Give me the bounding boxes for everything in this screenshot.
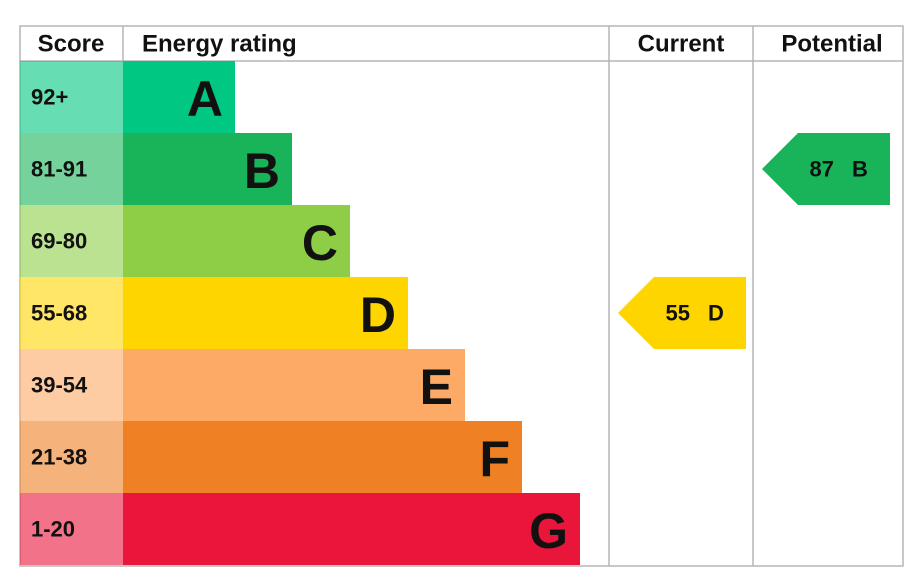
rating-bar bbox=[123, 493, 580, 565]
potential-letter: B bbox=[852, 157, 868, 182]
score-range: 1-20 bbox=[31, 517, 75, 542]
score-range: 55-68 bbox=[31, 301, 87, 326]
header-energy-rating: Energy rating bbox=[142, 31, 297, 58]
rating-letter: F bbox=[479, 431, 510, 487]
score-range: 39-54 bbox=[31, 373, 88, 398]
rating-bar bbox=[123, 205, 350, 277]
rating-letter: G bbox=[529, 503, 568, 559]
score-cell bbox=[20, 133, 123, 205]
header-current: Current bbox=[638, 31, 725, 58]
header-score: Score bbox=[38, 31, 105, 58]
score-range: 81-91 bbox=[31, 157, 87, 182]
score-range: 69-80 bbox=[31, 229, 87, 254]
rating-bar bbox=[123, 277, 408, 349]
score-cell bbox=[20, 349, 123, 421]
rating-bar bbox=[123, 349, 465, 421]
current-letter: D bbox=[708, 301, 724, 326]
current-value: 55 bbox=[666, 301, 690, 326]
score-cell bbox=[20, 205, 123, 277]
rating-letter: A bbox=[187, 71, 223, 127]
rating-bar bbox=[123, 421, 522, 493]
score-cell bbox=[20, 421, 123, 493]
current-arrow bbox=[618, 277, 746, 349]
rating-letter: C bbox=[302, 215, 338, 271]
score-range: 21-38 bbox=[31, 445, 87, 470]
rating-letter: E bbox=[420, 359, 453, 415]
rating-bar bbox=[123, 133, 292, 205]
score-cell bbox=[20, 61, 123, 133]
score-cell bbox=[20, 277, 123, 349]
rating-letter: B bbox=[244, 143, 280, 199]
score-range: 92+ bbox=[31, 85, 68, 110]
potential-arrow bbox=[762, 133, 890, 205]
header-potential: Potential bbox=[781, 31, 882, 58]
score-cell bbox=[20, 493, 123, 565]
potential-value: 87 bbox=[810, 157, 834, 182]
rating-bar bbox=[123, 61, 235, 133]
rating-letter: D bbox=[360, 287, 396, 343]
